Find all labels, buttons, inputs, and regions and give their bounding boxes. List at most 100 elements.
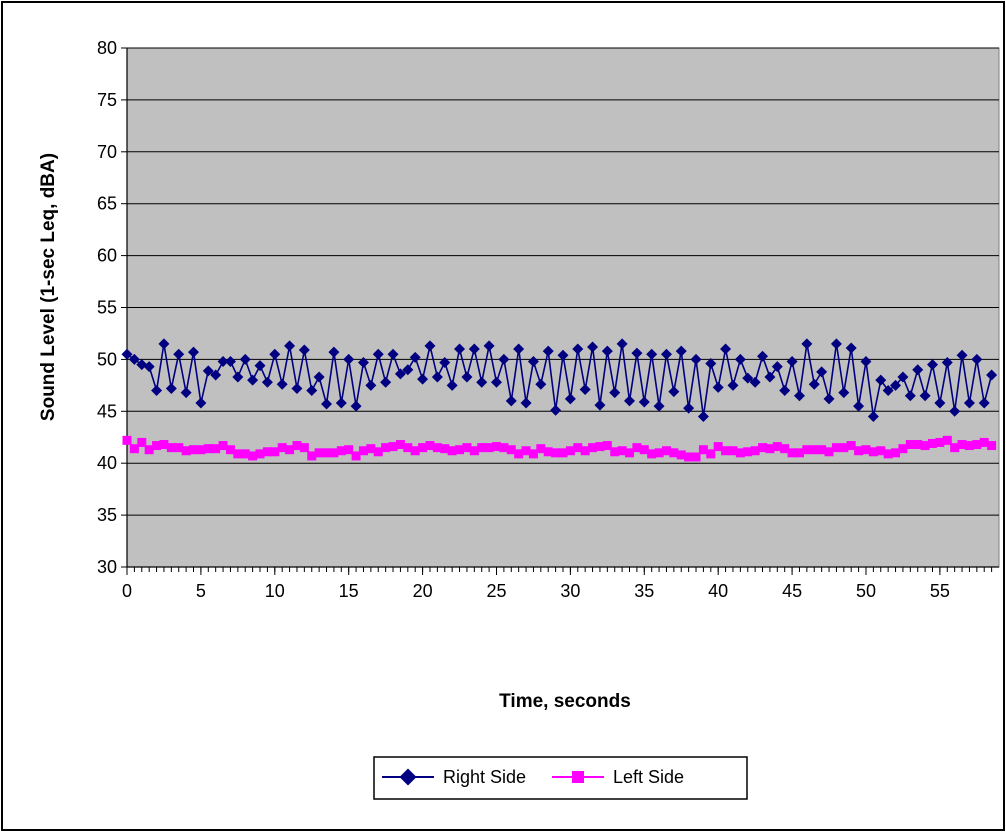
data-point [698, 445, 708, 455]
data-point [344, 445, 354, 455]
data-point [440, 444, 450, 454]
data-point [439, 357, 451, 369]
data-point [143, 361, 155, 373]
data-point [499, 443, 509, 453]
data-point [780, 444, 790, 454]
data-point [483, 340, 495, 352]
data-point [565, 446, 575, 456]
data-point [750, 446, 760, 456]
legend-left-side-label: Left Side [613, 767, 684, 787]
data-point [839, 443, 849, 453]
data-point [158, 338, 170, 350]
data-point [609, 387, 621, 399]
data-point [646, 348, 658, 360]
y-tick-label: 55 [97, 298, 117, 318]
data-point [403, 443, 413, 453]
data-point [321, 398, 333, 410]
data-point [188, 346, 200, 358]
data-point [514, 449, 524, 459]
data-point [743, 447, 753, 457]
data-point [712, 381, 724, 393]
series-right-side [121, 338, 998, 422]
data-point [764, 371, 776, 383]
data-point [823, 393, 835, 405]
data-point [381, 443, 391, 453]
data-point [727, 379, 739, 391]
data-point [987, 441, 997, 451]
data-point [624, 395, 636, 407]
data-point [232, 371, 244, 383]
data-point [490, 376, 502, 388]
data-point [195, 397, 207, 409]
data-point [941, 357, 953, 369]
data-point [875, 374, 887, 386]
data-point [239, 353, 251, 365]
data-point [897, 371, 909, 383]
data-point [675, 345, 687, 357]
data-point [638, 396, 650, 408]
data-point [484, 443, 494, 453]
data-point [468, 343, 480, 355]
x-tick-label: 30 [560, 581, 580, 601]
data-point [328, 346, 340, 358]
data-point [121, 348, 133, 360]
data-point [771, 361, 783, 373]
data-point [521, 446, 531, 456]
data-point [963, 397, 975, 409]
data-point [949, 405, 961, 417]
data-point [654, 448, 664, 458]
data-point [418, 443, 428, 453]
data-point [838, 387, 850, 399]
data-point [749, 376, 761, 388]
data-point [617, 446, 627, 456]
data-point [210, 369, 222, 381]
data-point [425, 441, 435, 451]
data-point [801, 338, 813, 350]
data-point [794, 448, 804, 458]
y-tick-label: 75 [97, 90, 117, 110]
gridlines [127, 47, 999, 516]
data-point [151, 385, 163, 397]
data-point [211, 444, 221, 454]
data-point [373, 447, 383, 457]
data-point [233, 449, 243, 459]
x-axis-title: Time, seconds [499, 691, 631, 712]
data-point [505, 395, 517, 407]
data-point [721, 446, 731, 456]
data-point [964, 441, 974, 451]
data-point [713, 442, 723, 452]
x-tick-label: 0 [122, 581, 132, 601]
data-point [734, 353, 746, 365]
data-point [409, 351, 421, 363]
data-point [817, 445, 827, 455]
data-point [942, 435, 952, 445]
data-point [830, 338, 842, 350]
data-point [883, 449, 893, 459]
data-point [261, 376, 273, 388]
data-point [432, 443, 442, 453]
y-axis-title: Sound Level (1-sec Leq, dBA) [38, 153, 59, 421]
x-tick-label: 45 [782, 581, 802, 601]
y-tick-label: 80 [97, 38, 117, 58]
data-point [358, 446, 368, 456]
y-tick-label: 45 [97, 401, 117, 421]
data-point [758, 443, 768, 453]
data-point [579, 384, 591, 396]
data-point [299, 443, 309, 453]
data-point [625, 448, 635, 458]
data-point [336, 446, 346, 456]
data-point [366, 444, 376, 454]
data-point [927, 438, 937, 448]
data-point [402, 364, 414, 376]
data-point [417, 373, 429, 385]
data-point [343, 353, 355, 365]
data-point [891, 448, 901, 458]
data-point [165, 382, 177, 394]
data-point [853, 400, 865, 412]
data-point [808, 378, 820, 390]
data-point [639, 445, 649, 455]
data-point [520, 397, 532, 409]
y-tick-label: 70 [97, 142, 117, 162]
data-point [543, 447, 553, 457]
